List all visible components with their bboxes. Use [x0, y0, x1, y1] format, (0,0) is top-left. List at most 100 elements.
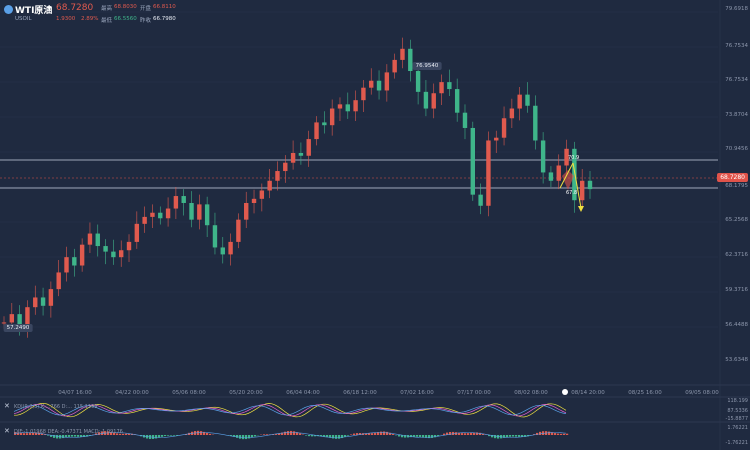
time-cursor-icon[interactable] [562, 389, 568, 395]
macd-bar [431, 435, 434, 438]
macd-bar [77, 435, 80, 437]
macd-bar [122, 433, 125, 435]
macd-bar [521, 435, 524, 438]
macd-bar [236, 435, 239, 438]
arrow-top-label: 70.9 [568, 155, 580, 161]
macd-bar [560, 433, 563, 435]
candle-body [454, 89, 460, 113]
macd-bar [437, 435, 440, 437]
macd-bar [449, 432, 452, 435]
candle-body [87, 233, 93, 245]
current-price-tag: 68.7280 [717, 173, 748, 182]
candle-body [275, 171, 280, 181]
candle-body [462, 112, 468, 128]
candle-body [533, 105, 538, 141]
macd-bar [377, 432, 380, 435]
macd-bar [365, 433, 368, 435]
candle-body [329, 108, 335, 126]
macd-bar [251, 435, 254, 438]
macd-bar [278, 433, 281, 435]
macd-bar [17, 432, 20, 435]
macd-bar [80, 435, 83, 437]
macd-bar [203, 431, 206, 435]
macd-bar [551, 432, 554, 435]
candle-body [486, 140, 491, 206]
macd-bar [476, 432, 479, 435]
candle-body [423, 91, 429, 109]
candle-body [79, 244, 85, 266]
macd-bar [296, 432, 299, 435]
candle-body [408, 48, 413, 72]
macd-bar [458, 432, 461, 435]
macd-bar [101, 431, 104, 435]
candle-body [290, 152, 296, 163]
macd-bar [107, 431, 110, 435]
candle-body [540, 140, 546, 173]
indicator2-label: DIF:-1.01968 DEA:-0.47371 MACD:-1.09176 [14, 429, 123, 435]
candle-body [415, 71, 421, 92]
price-axis-label: 79.6918 [725, 6, 748, 12]
macd-bar [62, 435, 65, 439]
macd-bar [509, 435, 512, 437]
macd-bar [233, 435, 236, 437]
candle-body [494, 137, 499, 141]
time-axis-label: 04/07 16:00 [58, 390, 92, 396]
macd-bar [206, 432, 209, 435]
candle-body [400, 48, 405, 60]
candle-body [33, 297, 38, 308]
price-axis-label: 53.6348 [725, 357, 748, 363]
candle-body [56, 272, 61, 290]
macd-bar [419, 435, 422, 437]
macd-bar [293, 431, 296, 435]
time-axis-label: 08/02 08:00 [514, 390, 548, 396]
candle-body [447, 82, 452, 90]
symbol-name[interactable]: WTI原油 [15, 6, 53, 16]
macd-bar [473, 432, 476, 435]
candle-body [306, 139, 311, 156]
candle-body [95, 233, 100, 247]
candle-body [384, 72, 390, 91]
macd-bar [29, 432, 32, 435]
low-marker-label: 57.2490 [3, 324, 33, 332]
macd-bar [416, 435, 419, 437]
macd-bar [245, 435, 248, 440]
macd-bar [176, 435, 179, 436]
high-marker-label: 76.9540 [412, 62, 442, 70]
candle-body [439, 82, 444, 94]
macd-bar [383, 431, 386, 435]
candle-body [228, 241, 233, 255]
candle-body [251, 198, 257, 203]
close-icon[interactable]: ✕ [4, 402, 10, 410]
macd-bar [320, 435, 323, 437]
macd-bar [32, 432, 35, 435]
oil-icon [4, 5, 13, 14]
macd-bar [350, 434, 353, 435]
macd-bar [125, 433, 128, 435]
arrow-up-line [559, 162, 574, 189]
macd-bar [308, 435, 311, 437]
macd-bar [548, 431, 551, 435]
candle-body [220, 247, 225, 255]
macd-bar [53, 435, 56, 438]
macd-bar [263, 434, 266, 435]
macd-bar [119, 433, 122, 435]
macd-bar [428, 435, 431, 439]
candle-body [564, 148, 569, 166]
close-icon[interactable]: ✕ [4, 427, 10, 435]
arrow-mid-label: 67.8 [566, 190, 578, 196]
time-axis-label: 06/04 04:00 [286, 390, 320, 396]
macd-bar [425, 435, 428, 438]
macd-bar [158, 435, 161, 438]
macd-bar [44, 434, 47, 435]
macd-bar [110, 432, 113, 435]
indicator1-axis: 118.199 [727, 398, 748, 404]
macd-bar [305, 435, 308, 436]
time-axis-label: 05/06 08:00 [172, 390, 206, 396]
price-axis-label: 68.1795 [725, 183, 748, 189]
candle-body [509, 108, 515, 119]
chevron-down-icon[interactable]: ▼ [47, 5, 52, 12]
candle-body [548, 172, 554, 181]
macd-bar [512, 435, 515, 437]
macd-bar [497, 435, 500, 439]
